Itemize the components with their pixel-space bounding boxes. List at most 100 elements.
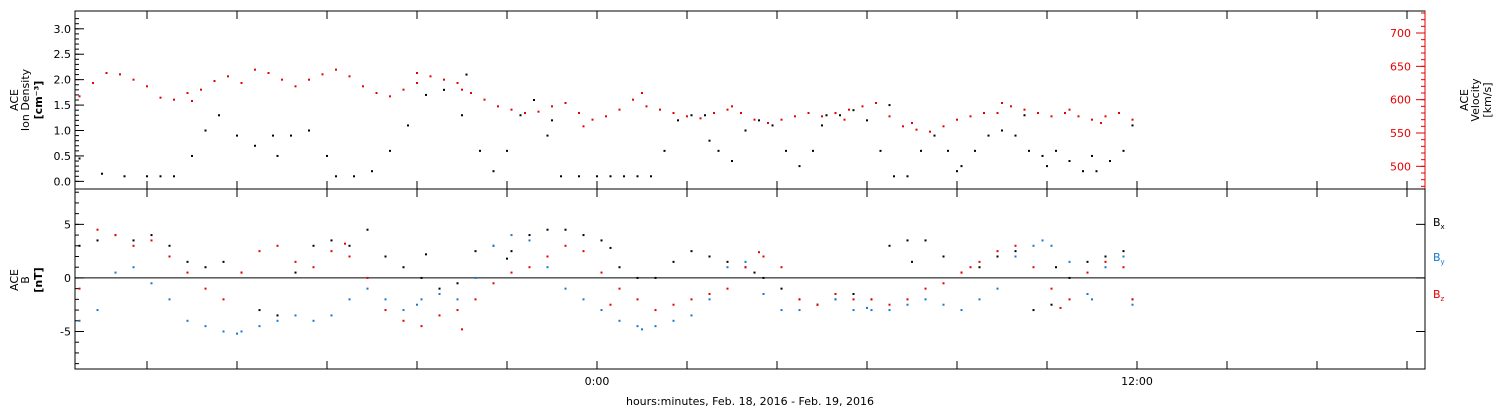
- bx-point: [294, 271, 297, 274]
- bz-point: [600, 271, 603, 274]
- density-point: [218, 114, 220, 117]
- by-point: [366, 287, 369, 290]
- bz-point: [510, 271, 513, 274]
- bz-point: [186, 271, 189, 274]
- field-tick-label: 0: [64, 272, 71, 285]
- velocity-point: [911, 122, 913, 124]
- bz-point: [78, 287, 81, 290]
- velocity-point: [200, 88, 202, 91]
- x-tick-label: 0:00: [585, 375, 610, 388]
- bz-point: [348, 255, 351, 258]
- by-point: [510, 234, 513, 237]
- bz-point: [906, 298, 909, 301]
- bx-point: [609, 246, 612, 249]
- velocity-point: [564, 102, 567, 104]
- by-point: [888, 309, 891, 312]
- density-tick-label: 0.5: [54, 150, 72, 163]
- by-point: [870, 309, 873, 312]
- magnetic-field-panel: -5 0 5 ACE B [nT] Bx By Bz: [8, 188, 1445, 370]
- bz-point: [330, 250, 333, 253]
- velocity-point: [767, 122, 769, 124]
- density-label-unit: [cm⁻³]: [32, 81, 45, 120]
- velocity-tick-label: 600: [1390, 94, 1411, 107]
- density-point: [690, 114, 693, 117]
- bx-point: [312, 244, 315, 247]
- velocity-point: [443, 78, 445, 81]
- field-legend: Bx By Bz: [1433, 216, 1445, 303]
- bx-point: [1104, 255, 1107, 258]
- by-point: [474, 276, 477, 279]
- velocity-point: [645, 105, 648, 108]
- velocity-point: [969, 115, 972, 118]
- velocity-point: [267, 72, 270, 74]
- by-point: [996, 287, 999, 290]
- by-point: [852, 309, 855, 312]
- density-point: [609, 175, 612, 178]
- bz-point: [618, 287, 621, 290]
- velocity-point: [726, 108, 729, 111]
- density-point: [123, 175, 126, 178]
- density-point: [636, 175, 639, 178]
- bz-point: [276, 244, 279, 247]
- by-point: [96, 309, 99, 312]
- density-point: [1091, 154, 1093, 157]
- velocity-point: [537, 110, 540, 113]
- density-point: [546, 134, 549, 137]
- density-point: [326, 154, 328, 157]
- by-point: [384, 298, 387, 301]
- velocity-point: [605, 115, 607, 118]
- bx-point: [168, 244, 171, 247]
- velocity-point: [659, 108, 661, 111]
- bx-point: [438, 287, 441, 290]
- by-point: [564, 287, 567, 290]
- density-point: [663, 149, 666, 152]
- by-point: [420, 298, 423, 301]
- velocity-point: [416, 82, 418, 84]
- bz-point: [1068, 298, 1071, 301]
- density-point: [974, 149, 976, 152]
- velocity-point: [362, 85, 364, 88]
- density-point: [173, 175, 175, 178]
- density-point: [771, 124, 774, 127]
- bz-point: [690, 298, 693, 301]
- density-point: [960, 165, 963, 168]
- velocity-point: [186, 92, 189, 94]
- bz-point: [758, 251, 760, 254]
- density-point: [236, 134, 238, 137]
- velocity-point: [740, 112, 742, 114]
- bz-point: [204, 287, 207, 290]
- density-point: [956, 170, 958, 173]
- bz-point: [96, 228, 99, 231]
- velocity-point: [888, 115, 891, 118]
- field-axis: -5 0 5: [60, 191, 1425, 365]
- density-point: [335, 175, 337, 178]
- density-axis: 0.0 0.5 1.0 1.5 2.0 2.5 3.0: [54, 18, 84, 188]
- bx-point: [780, 287, 783, 290]
- bz-point: [834, 293, 837, 295]
- bz-point: [402, 319, 405, 322]
- bx-point: [978, 266, 981, 269]
- density-point: [812, 149, 814, 152]
- velocity-axis: 500 550 600 650 700: [1390, 11, 1426, 189]
- density-point: [272, 134, 274, 137]
- velocity-point: [731, 105, 733, 108]
- bx-point: [911, 260, 913, 263]
- bz-point: [150, 239, 153, 242]
- density-point: [893, 175, 895, 178]
- velocity-point: [551, 105, 553, 108]
- bx-point: [78, 244, 81, 247]
- density-point: [443, 88, 445, 91]
- velocity-point: [1068, 108, 1071, 111]
- bx-point: [888, 244, 891, 247]
- velocity-point: [942, 125, 945, 128]
- velocity-point: [686, 115, 688, 118]
- bx-point: [150, 234, 153, 237]
- density-point: [353, 175, 355, 178]
- velocity-point: [191, 100, 193, 102]
- velocity-tick-label: 700: [1390, 27, 1411, 40]
- by-point: [690, 314, 693, 317]
- velocity-point: [78, 95, 81, 98]
- by-point: [276, 319, 279, 322]
- density-point: [744, 129, 747, 132]
